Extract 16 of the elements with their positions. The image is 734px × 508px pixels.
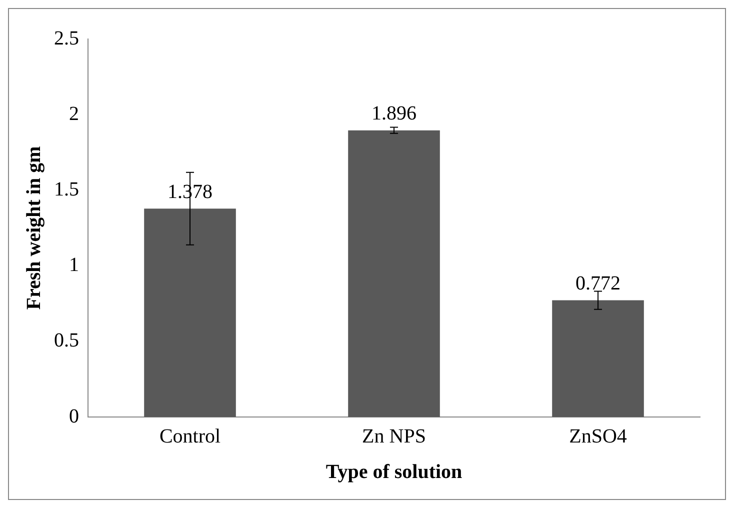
data-label: 0.772 — [576, 272, 620, 295]
bar — [144, 208, 236, 417]
y-tick-label: 1.5 — [54, 178, 79, 200]
y-tick-label: 2 — [69, 102, 79, 125]
y-tick-label: 1 — [69, 254, 79, 276]
bar — [552, 300, 644, 417]
x-tick-label: Zn NPS — [362, 425, 426, 448]
bar — [348, 130, 440, 417]
data-label: 1.896 — [372, 102, 416, 125]
x-tick-label: ZnSO4 — [569, 425, 627, 448]
y-axis-title: Fresh weight in gm — [23, 146, 46, 310]
y-tick-label: 2.5 — [54, 27, 79, 50]
x-axis-title: Type of solution — [326, 461, 462, 484]
y-tick-label: 0 — [69, 405, 79, 428]
y-tick-label: 0.5 — [54, 330, 79, 352]
x-tick-label: Control — [159, 425, 221, 448]
